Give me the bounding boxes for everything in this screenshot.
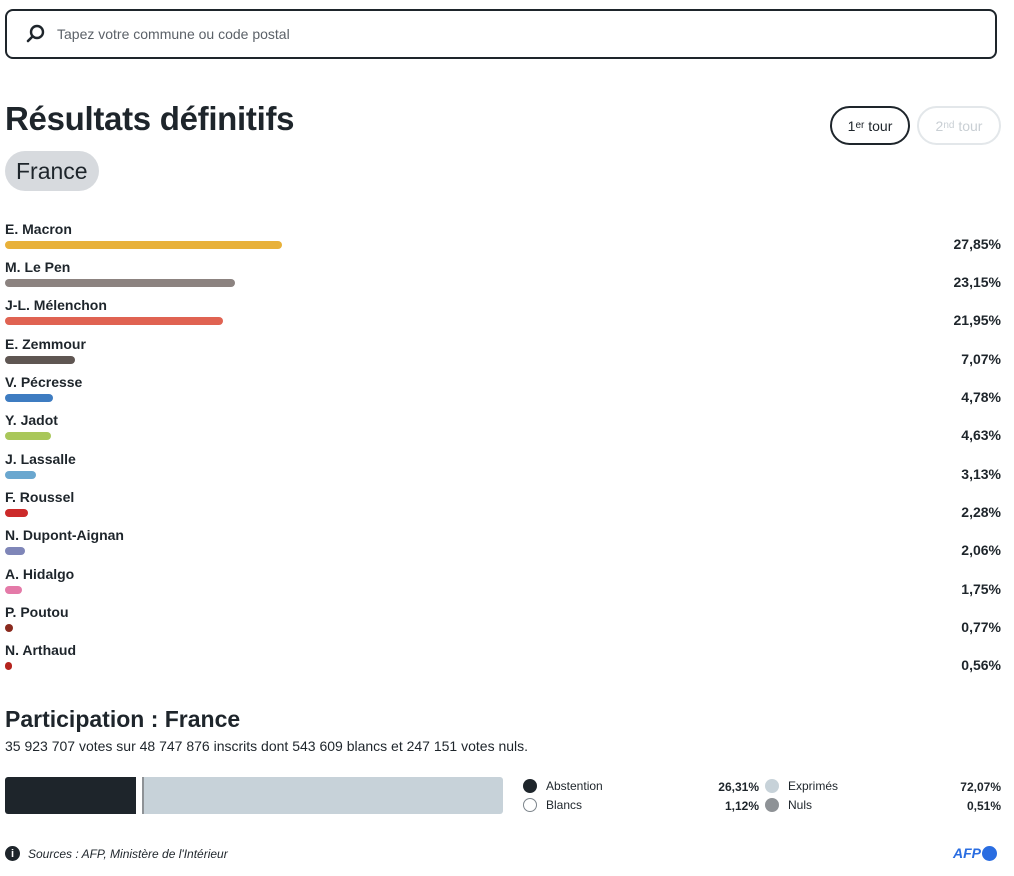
candidate-bar xyxy=(5,662,12,670)
candidate-name: E. Macron xyxy=(5,221,72,237)
region-badge: France xyxy=(5,151,99,191)
candidate-bar xyxy=(5,509,28,517)
candidate-name: J-L. Mélenchon xyxy=(5,297,107,313)
candidate-row: F. Roussel 2,28% xyxy=(5,489,1001,527)
legend-exprimes-value: 72,07% xyxy=(960,780,1001,794)
candidate-row: J. Lassalle 3,13% xyxy=(5,451,1001,489)
candidate-row: Y. Jadot 4,63% xyxy=(5,412,1001,450)
candidate-bar xyxy=(5,241,282,249)
candidate-name: Y. Jadot xyxy=(5,412,58,428)
candidate-percentage: 2,28% xyxy=(961,504,1001,520)
legend-nuls-label: Nuls xyxy=(788,798,813,812)
sources-text: Sources : AFP, Ministère de l'Intérieur xyxy=(28,846,228,861)
legend-abstention: Abstention xyxy=(523,779,603,793)
candidate-percentage: 0,56% xyxy=(961,657,1001,673)
legend-abstention-value: 26,31% xyxy=(718,780,759,794)
candidate-percentage: 27,85% xyxy=(953,236,1001,252)
candidate-name: N. Arthaud xyxy=(5,642,77,658)
candidate-bar xyxy=(5,317,224,325)
afp-logo-dot-icon xyxy=(982,845,997,861)
legend-blancs-value: 1,12% xyxy=(724,799,759,813)
candidate-row: E. Macron 27,85% xyxy=(5,221,1001,259)
candidate-row: M. Le Pen 23,15% xyxy=(5,259,1001,297)
participation-description: 35 923 707 votes sur 48 747 876 inscrits… xyxy=(5,738,529,754)
candidate-percentage: 1,75% xyxy=(961,581,1001,597)
exprimes-dot-icon xyxy=(765,779,779,793)
participation-bar-blancs xyxy=(136,777,142,814)
candidate-row: E. Zemmour 7,07% xyxy=(5,336,1001,374)
search-icon xyxy=(26,24,45,43)
blancs-dot-icon xyxy=(523,798,537,812)
legend-nuls: Nuls xyxy=(765,798,812,812)
participation-bar-abstention xyxy=(5,777,136,814)
legend-blancs: Blancs xyxy=(523,798,582,812)
candidate-row: J-L. Mélenchon 21,95% xyxy=(5,297,1001,335)
candidate-row: N. Dupont-Aignan 2,06% xyxy=(5,527,1001,565)
candidate-row: A. Hidalgo 1,75% xyxy=(5,566,1001,604)
info-icon[interactable]: i xyxy=(5,846,20,861)
candidate-name: P. Poutou xyxy=(5,604,69,620)
abstention-dot-icon xyxy=(523,779,537,793)
candidate-bar xyxy=(5,471,37,479)
tour-1-button[interactable]: 1 er tour xyxy=(830,106,910,145)
participation-bar-exprimes xyxy=(144,777,503,814)
candidate-percentage: 21,95% xyxy=(953,312,1001,328)
legend-blancs-label: Blancs xyxy=(546,798,583,812)
candidate-name: M. Le Pen xyxy=(5,259,71,275)
candidate-name: F. Roussel xyxy=(5,489,75,505)
candidate-percentage: 2,06% xyxy=(961,542,1001,558)
tour-1-sup: er xyxy=(855,120,865,131)
candidate-bar xyxy=(5,586,23,594)
tour-1-label: tour xyxy=(864,117,893,134)
afp-logo[interactable]: AFP xyxy=(953,845,997,861)
page-title: Résultats définitifs xyxy=(5,100,295,137)
candidate-bar xyxy=(5,279,236,287)
participation-bar-nuls xyxy=(141,777,145,814)
candidate-name: A. Hidalgo xyxy=(5,566,75,582)
candidate-row: N. Arthaud 0,56% xyxy=(5,642,1001,680)
candidate-name: V. Pécresse xyxy=(5,374,83,390)
candidate-name: J. Lassalle xyxy=(5,451,76,467)
legend-exprimes: Exprimés xyxy=(765,779,838,793)
candidate-name: N. Dupont-Aignan xyxy=(5,527,124,543)
candidate-percentage: 4,78% xyxy=(961,389,1001,405)
candidate-row: P. Poutou 0,77% xyxy=(5,604,1001,642)
footer-sources: i Sources : AFP, Ministère de l'Intérieu… xyxy=(5,846,228,861)
candidate-bar xyxy=(5,624,13,632)
candidate-bar xyxy=(5,356,76,364)
tour-2-num: 2 xyxy=(935,117,944,134)
participation-title: Participation : France xyxy=(5,706,241,732)
legend-nuls-value: 0,51% xyxy=(966,799,1001,813)
candidate-percentage: 23,15% xyxy=(953,274,1001,290)
tour-1-num: 1 xyxy=(847,117,856,134)
legend-exprimes-label: Exprimés xyxy=(788,779,839,793)
candidate-percentage: 4,63% xyxy=(961,427,1001,443)
candidate-name: E. Zemmour xyxy=(5,336,86,352)
candidate-bar xyxy=(5,547,26,555)
afp-logo-text: AFP xyxy=(953,845,981,861)
candidate-percentage: 7,07% xyxy=(961,351,1001,367)
candidate-percentage: 0,77% xyxy=(961,619,1001,635)
candidate-percentage: 3,13% xyxy=(961,466,1001,482)
search-input[interactable] xyxy=(55,25,959,43)
tour-2-label: tour xyxy=(954,117,983,134)
candidate-row: V. Pécresse 4,78% xyxy=(5,374,1001,412)
candidate-bar xyxy=(5,394,53,402)
search-box[interactable] xyxy=(5,9,997,59)
tour-2-sup: nd xyxy=(943,120,955,131)
legend-abstention-label: Abstention xyxy=(546,779,603,793)
nuls-dot-icon xyxy=(765,798,779,812)
candidate-bar xyxy=(5,432,52,440)
